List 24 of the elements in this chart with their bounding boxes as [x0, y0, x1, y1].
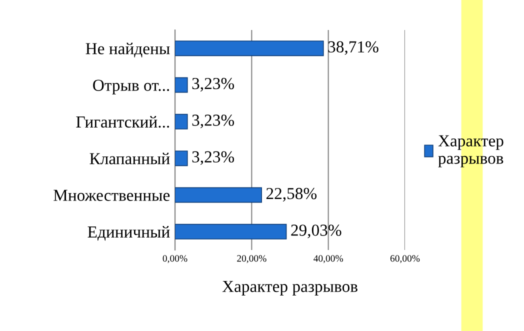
data-label: 29,03%	[291, 224, 342, 238]
y-tick-label: Множественные	[54, 190, 170, 201]
y-tick-label: Гигантский...	[76, 116, 170, 128]
x-tick-label: 0,00%	[162, 255, 188, 264]
x-tick-label: 40,00%	[314, 255, 343, 264]
bar	[175, 150, 188, 166]
bar	[175, 40, 324, 56]
data-label: 38,71%	[328, 41, 378, 55]
y-tick-label: Не найдены	[86, 42, 170, 58]
legend-label: Характер разрывов	[438, 135, 504, 168]
x-tick-label: 20,00%	[237, 255, 266, 264]
x-axis-title: Характер разрывов	[222, 280, 358, 296]
y-tick-label: Отрыв от...	[93, 80, 170, 94]
bar	[175, 114, 188, 130]
bar	[175, 224, 287, 240]
x-tick-label: 60,00%	[390, 255, 420, 264]
data-label: 3,23%	[192, 114, 234, 128]
y-tick-label: Клапанный	[90, 152, 170, 164]
y-tick-label: Единичный	[88, 226, 170, 241]
data-label: 22,58%	[266, 188, 317, 202]
data-label: 3,23%	[192, 151, 234, 165]
data-label: 3,23%	[192, 78, 234, 92]
bar	[175, 77, 188, 93]
bar	[175, 187, 262, 203]
